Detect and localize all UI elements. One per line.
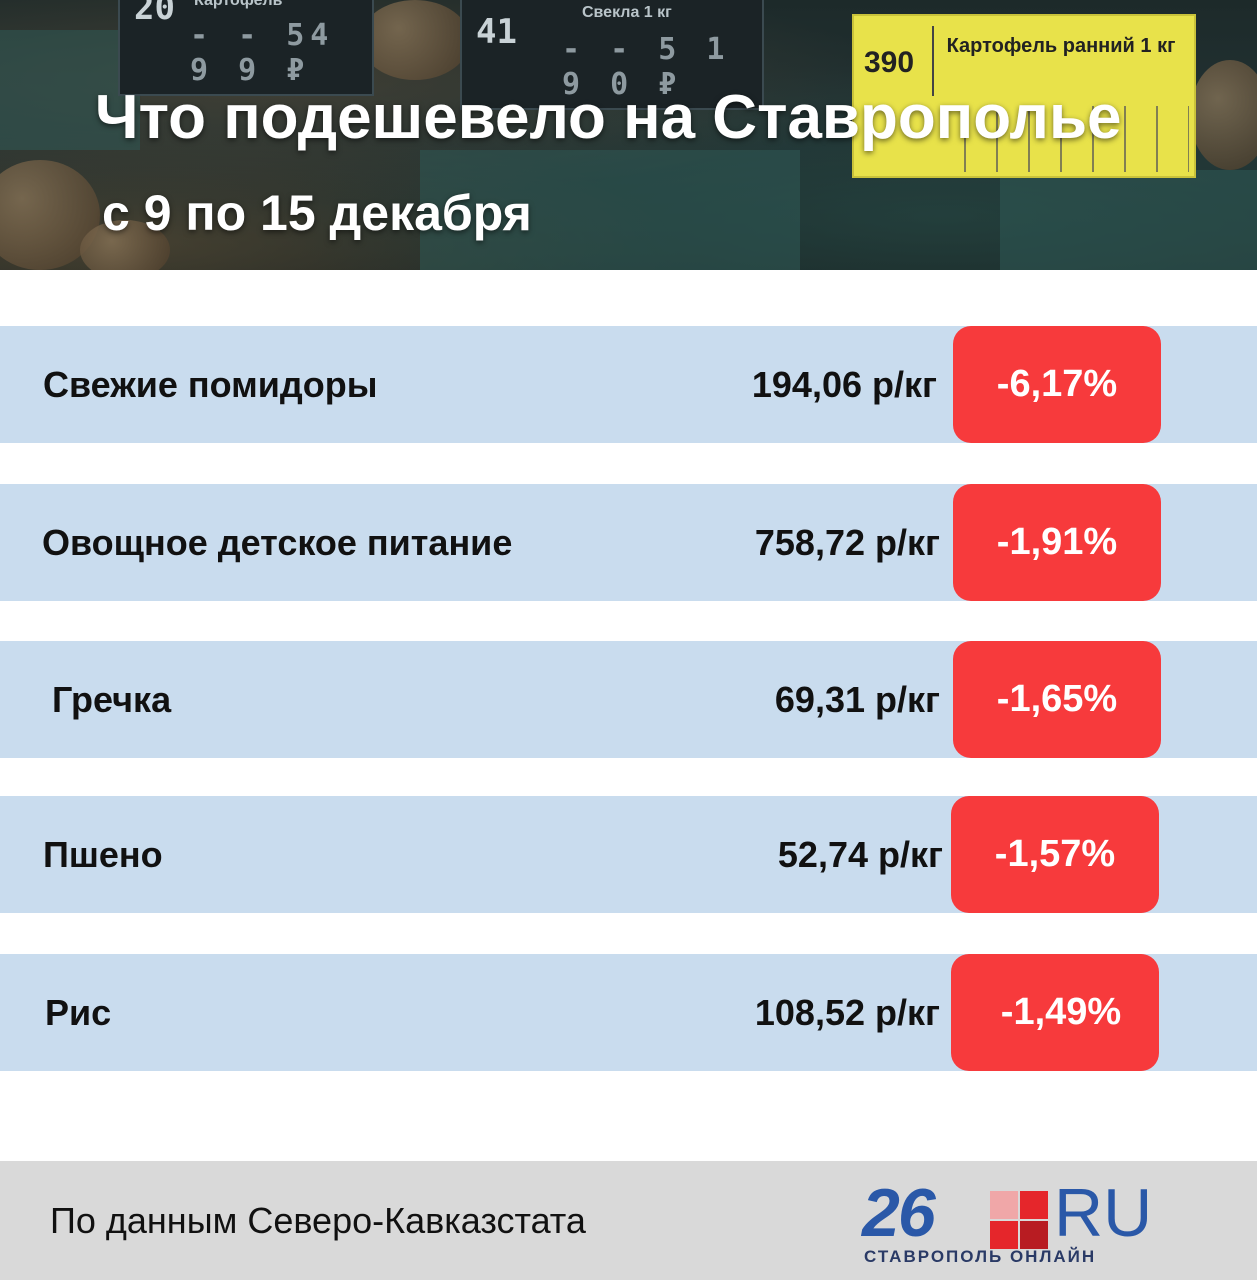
logo-squares-icon bbox=[990, 1191, 1048, 1249]
price-row: Свежие помидоры 194,06 р/кг -6,17% bbox=[0, 326, 1257, 443]
price-change-badge: -1,65% bbox=[953, 641, 1161, 758]
price-row: Гречка 69,31 р/кг -1,65% bbox=[0, 641, 1257, 758]
price-tag-label: Картофель bbox=[194, 0, 283, 9]
price-change-badge: -1,49% bbox=[951, 954, 1159, 1071]
price-tag-number: 20 bbox=[134, 0, 175, 28]
price-tag-divider bbox=[932, 26, 934, 96]
price-row: Рис 108,52 р/кг -1,49% bbox=[0, 954, 1257, 1071]
product-name: Свежие помидоры bbox=[43, 364, 378, 405]
price-tag-number: 41 bbox=[476, 12, 517, 52]
price-tag-photo: 20 Картофель - - 54 9 9 ₽ bbox=[118, 0, 374, 96]
price-change-badge: -6,17% bbox=[953, 326, 1161, 443]
product-name: Пшено bbox=[43, 834, 163, 875]
26ru-logo[interactable]: 26 RU СТАВРОПОЛЬ ОНЛАЙН bbox=[862, 1177, 1162, 1268]
product-name: Овощное детское питание bbox=[42, 522, 513, 563]
logo-digits: 26 bbox=[862, 1175, 936, 1251]
price-tag-price: - - 5 1 9 0 ₽ bbox=[562, 32, 731, 102]
product-price: 69,31 р/кг bbox=[774, 679, 940, 720]
product-price: 194,06 р/кг bbox=[751, 364, 937, 405]
page-title: Что подешевело на Ставрополье bbox=[95, 83, 1122, 152]
crate-shape bbox=[420, 150, 800, 270]
product-name: Рис bbox=[45, 992, 112, 1033]
header-banner: 20 Картофель - - 54 9 9 ₽ 41 Свекла 1 кг… bbox=[0, 0, 1257, 270]
price-tag-price: - - 54 9 9 ₽ bbox=[190, 18, 335, 88]
crate-shape bbox=[0, 30, 140, 150]
logo-ru: RU bbox=[1054, 1175, 1153, 1251]
price-tag-label: Свекла 1 кг bbox=[582, 4, 672, 21]
product-price: 758,72 р/кг bbox=[754, 522, 940, 563]
product-price: 52,74 р/кг bbox=[777, 834, 943, 875]
data-source-note: По данным Северо-Кавказстата bbox=[50, 1200, 586, 1241]
price-tag-digit-grid bbox=[934, 106, 1189, 172]
logo-city: СТАВРОПОЛЬ ОНЛАЙН bbox=[864, 1247, 1097, 1266]
price-change-badge: -1,57% bbox=[951, 796, 1159, 913]
price-row: Овощное детское питание 758,72 р/кг -1,9… bbox=[0, 484, 1257, 601]
product-price: 108,52 р/кг bbox=[754, 992, 940, 1033]
price-row: Пшено 52,74 р/кг -1,57% bbox=[0, 796, 1257, 913]
footer: По данным Северо-Кавказстата 26 RU СТАВР… bbox=[0, 1161, 1257, 1280]
page-subtitle: с 9 по 15 декабря bbox=[102, 185, 532, 241]
price-tag-photo-yellow: 390 Картофель ранний 1 кг bbox=[852, 14, 1196, 178]
price-change-badge: -1,91% bbox=[953, 484, 1161, 601]
product-name: Гречка bbox=[52, 679, 172, 720]
price-tag-label: Картофель ранний 1 кг bbox=[946, 35, 1176, 57]
potato-shape bbox=[360, 0, 470, 80]
price-tag-number: 390 bbox=[864, 46, 915, 79]
potato-shape bbox=[1190, 60, 1257, 170]
price-tag-photo: 41 Свекла 1 кг - - 5 1 9 0 ₽ bbox=[460, 0, 764, 110]
crate-shape bbox=[1000, 170, 1257, 270]
potato-shape bbox=[80, 220, 170, 270]
